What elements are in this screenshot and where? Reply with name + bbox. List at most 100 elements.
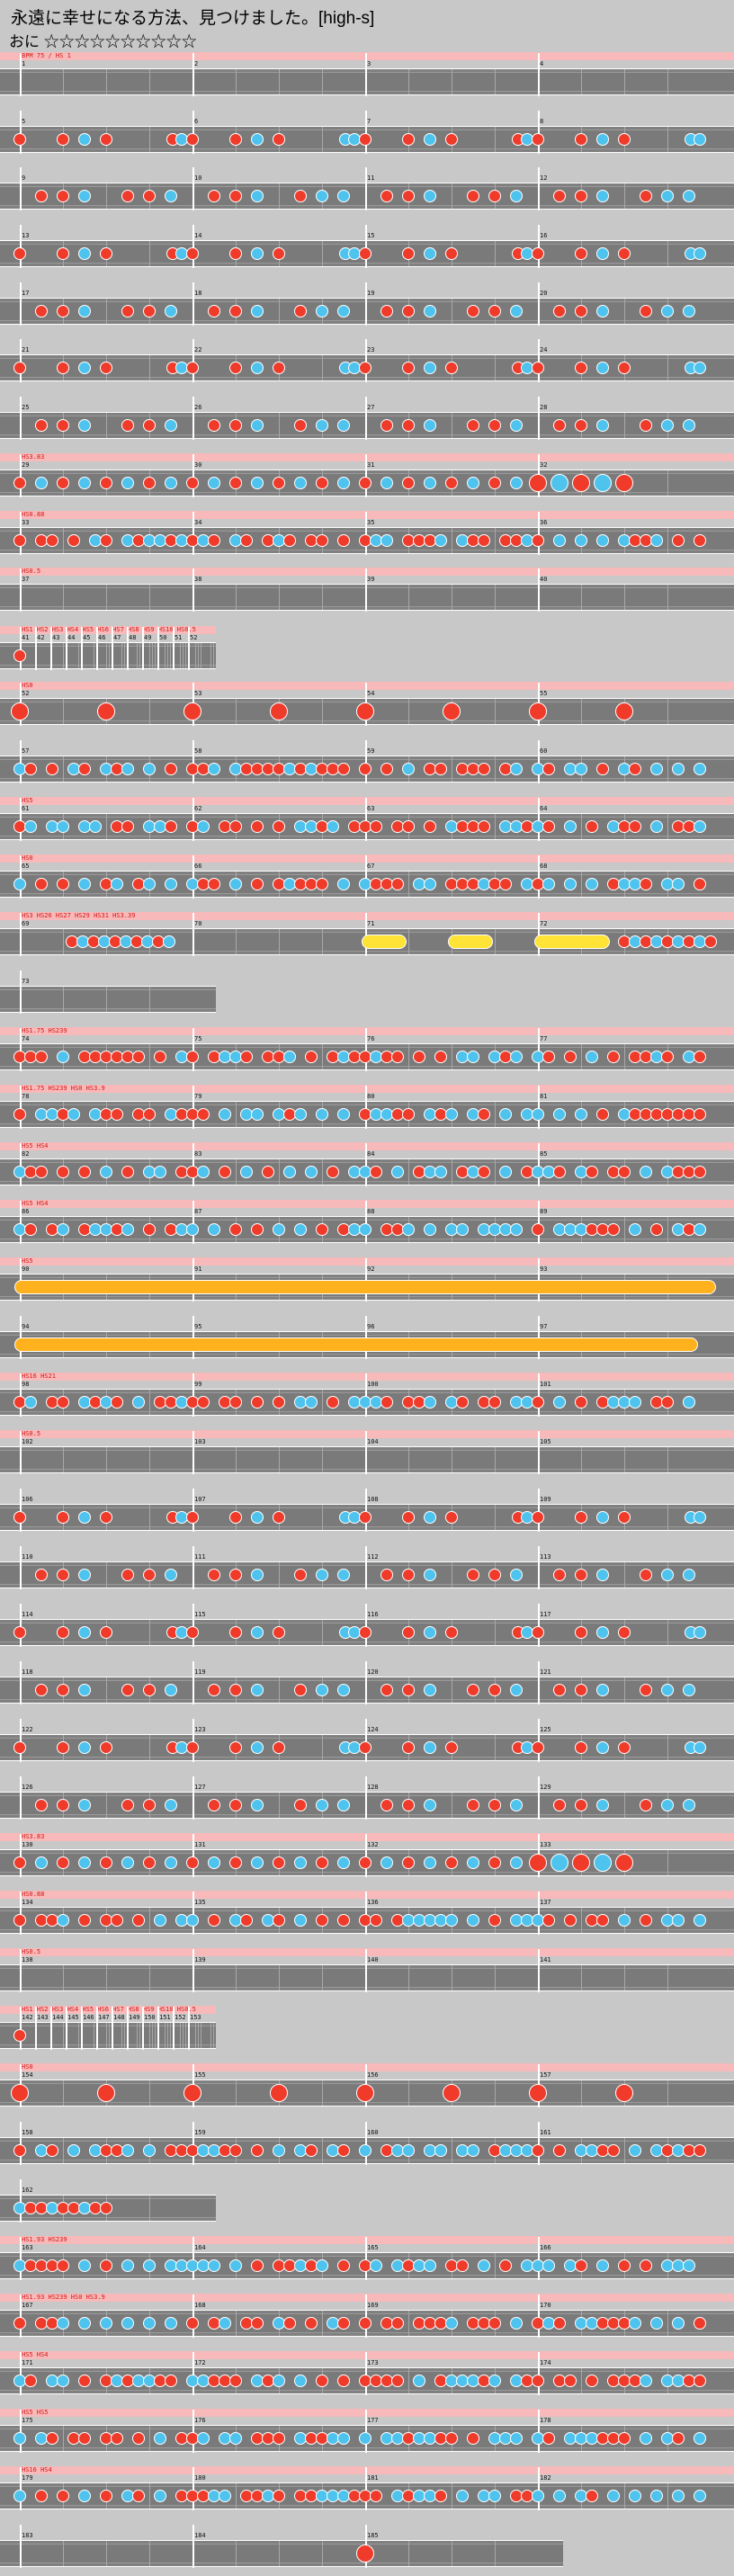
don-note (57, 1799, 69, 1811)
ka-note (251, 1741, 264, 1754)
don-note (640, 190, 652, 202)
ka-note (424, 247, 436, 260)
beat-tick (149, 699, 150, 724)
ka-note (424, 2259, 436, 2272)
don-note (575, 1396, 587, 1409)
measure-number: 100 (367, 1381, 379, 1388)
don-note (337, 2144, 350, 2157)
measure-number: 9 (22, 174, 26, 182)
ka-note (683, 190, 695, 202)
beat-tick (106, 987, 107, 1012)
lane-track (0, 72, 734, 92)
bar-line (66, 2007, 67, 2050)
beat-tick (63, 1965, 64, 1990)
ka-note (650, 2490, 663, 2502)
beat-tick (198, 2023, 199, 2048)
don-note (316, 1223, 328, 1236)
bar-line (20, 855, 22, 899)
bar-line (365, 397, 367, 440)
beat-tick (581, 1447, 582, 1472)
don-note (337, 2317, 350, 2330)
bpm-label: HS5 (22, 797, 33, 804)
bpm-label: HS0 (22, 854, 33, 862)
bar-line (538, 1546, 540, 1589)
ka-note (316, 1569, 328, 1581)
beat-tick (667, 1850, 668, 1875)
measure-numbers: 126 127 128 129 (0, 1784, 734, 1792)
measure-number: 86 (22, 1208, 30, 1215)
measure-number: 10 (194, 174, 202, 182)
bar-line (20, 627, 22, 670)
don-note (229, 1799, 242, 1811)
ka-note (672, 763, 685, 775)
measure-numbers: 142 143 144 145 146 147 148 149 150 151 152 153 (0, 2014, 216, 2022)
don-note (13, 2029, 26, 2042)
ka-note (78, 2317, 91, 2330)
beat-tick (279, 1159, 280, 1185)
ka-note (650, 820, 663, 833)
measure-number: 119 (194, 1668, 206, 1676)
beat-tick (106, 643, 107, 668)
ka-note (294, 1856, 307, 1869)
measure-number: 29 (22, 461, 30, 469)
ka-note (337, 419, 350, 432)
don-note (596, 763, 609, 775)
note-row: 5 6 7 8 (0, 110, 734, 155)
ka-note (510, 1223, 523, 1236)
ka-note (478, 2259, 490, 2272)
don-note (143, 477, 156, 489)
don-note (359, 362, 371, 374)
bpm-band (0, 1891, 734, 1899)
don-note (532, 534, 544, 547)
bpm-band (0, 682, 734, 690)
note-row: HS5 HS4 82 83 84 85 (0, 1142, 734, 1187)
measure-number: 66 (194, 863, 202, 870)
bpm-label: HS1.93 HS239 HS0 HS3.9 (22, 2294, 105, 2301)
bar-line (20, 2237, 22, 2280)
measure-number: 54 (367, 690, 375, 697)
measure-number: 27 (367, 404, 375, 411)
ka-note (553, 1108, 566, 1121)
ka-note (186, 1223, 199, 1236)
ka-note (424, 1511, 436, 1524)
measure-number: 101 (540, 1381, 551, 1388)
don-note (186, 247, 199, 260)
don-note (359, 477, 371, 489)
lane-track (0, 301, 734, 321)
beat-tick (78, 2023, 79, 2048)
beat-tick (106, 1562, 107, 1588)
beat-tick (279, 2541, 280, 2566)
beat-tick (322, 1620, 323, 1645)
don-note (111, 1108, 123, 1121)
bar-line (192, 1949, 194, 1992)
measure-number: 184 (194, 2532, 206, 2539)
ka-note (532, 1108, 544, 1121)
bpm-band (0, 1948, 734, 1956)
drumroll (362, 935, 407, 949)
bar-line (365, 1949, 367, 1992)
don-note (434, 763, 447, 775)
beat-tick (495, 69, 496, 94)
bar-line (365, 1431, 367, 1474)
bar-line (192, 1661, 194, 1704)
don-note (229, 2144, 242, 2157)
ka-note (694, 820, 706, 833)
note-lane (0, 167, 734, 210)
ka-note (78, 1511, 91, 1524)
don-note (615, 2084, 633, 2102)
bpm-label: HS0.88 (22, 511, 45, 518)
ka-note (596, 534, 609, 547)
don-note (529, 2084, 547, 2102)
bpm-band (0, 2294, 734, 2302)
note-row: 183 184 185 (0, 2524, 563, 2569)
don-note (402, 1856, 415, 1869)
measure-number: 154 (22, 2071, 33, 2079)
measure-number: 82 (22, 1150, 30, 1158)
don-note (564, 2375, 577, 2387)
ka-note (165, 1684, 177, 1696)
ka-note (327, 820, 339, 833)
bpm-label: BPM 75 / HS 1 (22, 52, 71, 59)
measure-number: 159 (194, 2129, 206, 2136)
ka-note (305, 1166, 318, 1178)
note-row: HS3.83 130 131 132 133 (0, 1833, 734, 1878)
